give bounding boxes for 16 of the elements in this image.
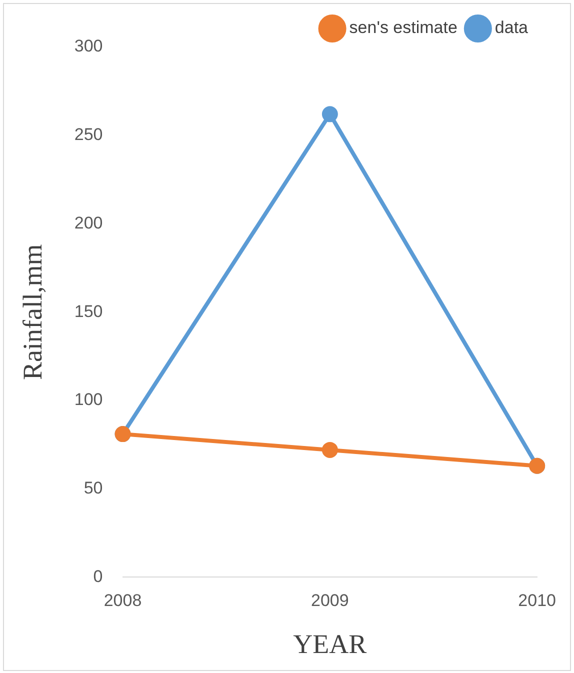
legend-label: sen's estimate <box>349 18 458 38</box>
y-tick-label: 250 <box>74 125 103 144</box>
y-tick-label: 150 <box>74 302 103 321</box>
x-tick-label: 2008 <box>104 591 142 610</box>
y-tick-label: 50 <box>84 478 103 498</box>
point <box>322 106 338 122</box>
y-axis-title: Rainfall,mm <box>17 244 48 380</box>
y-tick-label: 200 <box>74 213 103 232</box>
x-tick-label: 2010 <box>518 591 556 610</box>
point <box>322 442 338 458</box>
y-tick-label: 100 <box>74 390 103 410</box>
x-tick-label: 2009 <box>311 591 349 610</box>
y-tick-label: 300 <box>74 36 103 56</box>
legend-label: data <box>494 18 529 38</box>
y-tick-label: 0 <box>93 566 103 586</box>
x-axis-title: YEAR <box>293 628 367 659</box>
